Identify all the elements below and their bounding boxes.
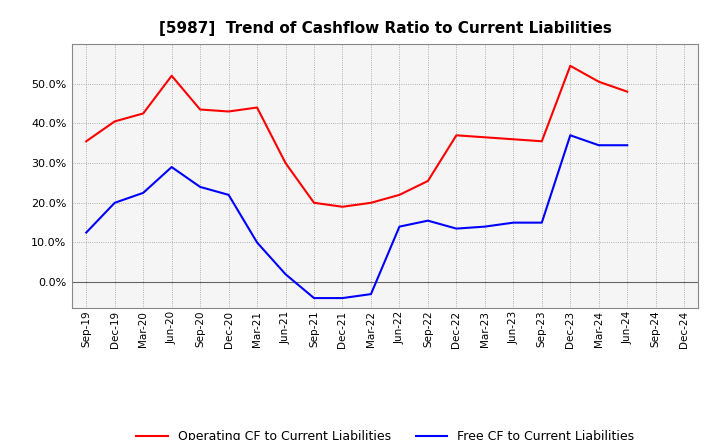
Free CF to Current Liabilities	[537, 220, 546, 225]
Operating CF to Current Liabilities	[338, 204, 347, 209]
Free CF to Current Liabilities	[167, 165, 176, 170]
Free CF to Current Liabilities	[595, 143, 603, 148]
Operating CF to Current Liabilities	[452, 133, 461, 138]
Operating CF to Current Liabilities	[139, 111, 148, 116]
Operating CF to Current Liabilities	[480, 135, 489, 140]
Operating CF to Current Liabilities	[282, 161, 290, 166]
Operating CF to Current Liabilities	[253, 105, 261, 110]
Line: Operating CF to Current Liabilities: Operating CF to Current Liabilities	[86, 66, 627, 207]
Free CF to Current Liabilities	[110, 200, 119, 205]
Legend: Operating CF to Current Liabilities, Free CF to Current Liabilities: Operating CF to Current Liabilities, Fre…	[131, 425, 639, 440]
Free CF to Current Liabilities	[623, 143, 631, 148]
Free CF to Current Liabilities	[225, 192, 233, 198]
Title: [5987]  Trend of Cashflow Ratio to Current Liabilities: [5987] Trend of Cashflow Ratio to Curren…	[159, 21, 611, 36]
Operating CF to Current Liabilities	[310, 200, 318, 205]
Operating CF to Current Liabilities	[225, 109, 233, 114]
Operating CF to Current Liabilities	[366, 200, 375, 205]
Operating CF to Current Liabilities	[623, 89, 631, 94]
Free CF to Current Liabilities	[366, 291, 375, 297]
Free CF to Current Liabilities	[452, 226, 461, 231]
Free CF to Current Liabilities	[423, 218, 432, 224]
Free CF to Current Liabilities	[282, 271, 290, 277]
Free CF to Current Liabilities	[196, 184, 204, 190]
Operating CF to Current Liabilities	[395, 192, 404, 198]
Operating CF to Current Liabilities	[110, 119, 119, 124]
Operating CF to Current Liabilities	[595, 79, 603, 84]
Free CF to Current Liabilities	[139, 190, 148, 195]
Operating CF to Current Liabilities	[537, 139, 546, 144]
Free CF to Current Liabilities	[480, 224, 489, 229]
Operating CF to Current Liabilities	[196, 107, 204, 112]
Operating CF to Current Liabilities	[509, 137, 518, 142]
Free CF to Current Liabilities	[566, 133, 575, 138]
Line: Free CF to Current Liabilities: Free CF to Current Liabilities	[86, 136, 627, 298]
Free CF to Current Liabilities	[253, 240, 261, 245]
Free CF to Current Liabilities	[338, 295, 347, 301]
Free CF to Current Liabilities	[82, 230, 91, 235]
Operating CF to Current Liabilities	[82, 139, 91, 144]
Free CF to Current Liabilities	[310, 295, 318, 301]
Free CF to Current Liabilities	[395, 224, 404, 229]
Operating CF to Current Liabilities	[566, 63, 575, 69]
Free CF to Current Liabilities	[509, 220, 518, 225]
Operating CF to Current Liabilities	[423, 178, 432, 183]
Operating CF to Current Liabilities	[167, 73, 176, 78]
